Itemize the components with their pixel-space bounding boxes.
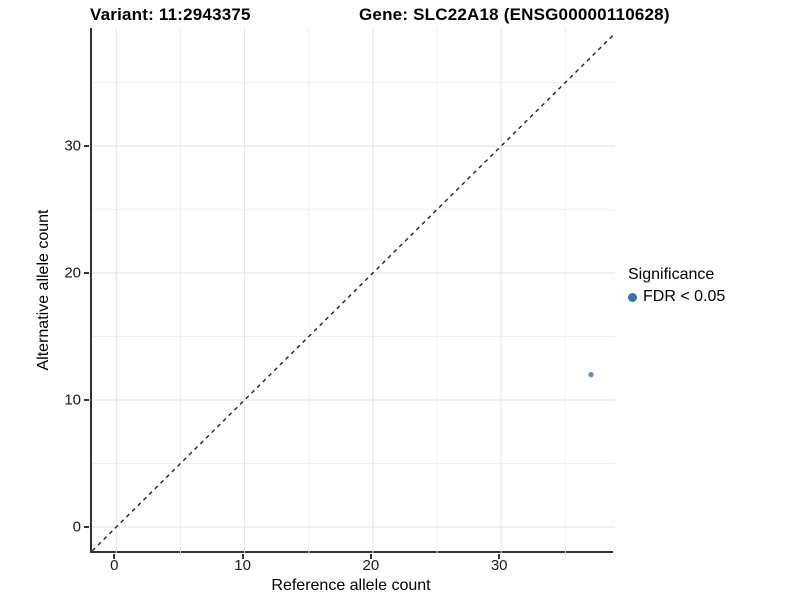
x-axis-title: Reference allele count	[271, 577, 431, 594]
legend-item-label: FDR < 0.05	[643, 288, 726, 305]
x-axis-tick	[498, 554, 501, 559]
legend: Significance FDR < 0.05	[628, 266, 725, 306]
y-axis-tick-label: 20	[64, 264, 81, 282]
data-point	[588, 371, 594, 378]
gene-title: Gene: SLC22A18 (ENSG00000110628)	[359, 5, 670, 24]
variant-title: Variant: 11:2943375	[90, 5, 251, 24]
x-axis-tick-label: 30	[490, 557, 508, 574]
plot-canvas	[92, 28, 615, 553]
x-axis-tick-label: 10	[234, 557, 251, 574]
legend-title: Significance	[628, 266, 715, 283]
legend-item-fdr: FDR < 0.05	[628, 288, 725, 306]
y-axis-tick	[84, 272, 89, 274]
y-axis-tick-label: 0	[72, 518, 81, 536]
y-axis-tick	[84, 399, 89, 401]
x-axis-tick-label: 20	[362, 557, 380, 574]
x-axis-tick	[369, 554, 372, 559]
x-axis-tick-label: 0	[110, 557, 119, 574]
x-axis-tick	[241, 554, 244, 559]
fdr-point-icon	[628, 292, 637, 302]
plot-panel	[90, 28, 615, 553]
y-axis-title: Alternative allele count	[35, 209, 52, 371]
y-axis-tick	[84, 145, 89, 147]
y-axis-tick-label: 10	[64, 391, 81, 409]
x-axis-tick	[113, 554, 116, 559]
y-axis-tick	[84, 526, 89, 528]
identity-dashed-line	[92, 32, 615, 552]
y-axis-tick-label: 30	[64, 137, 81, 155]
